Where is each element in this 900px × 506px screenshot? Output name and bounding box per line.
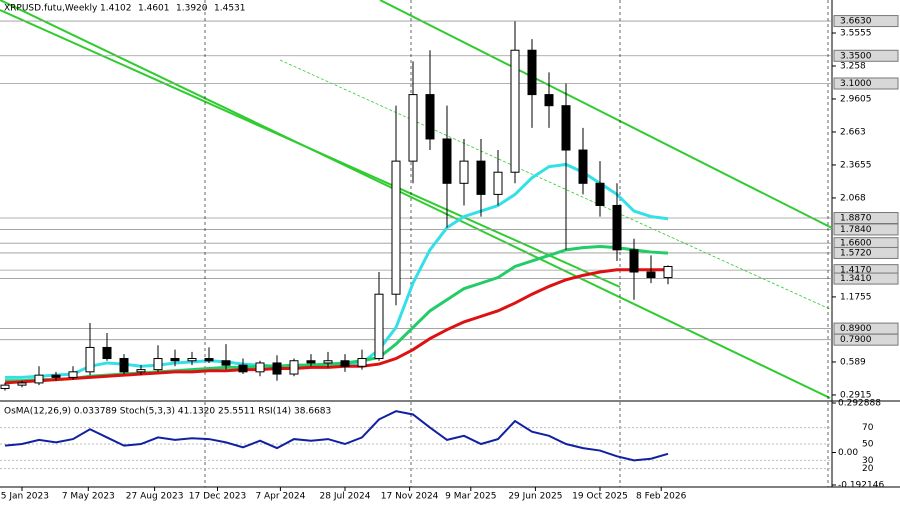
level-box (833, 223, 899, 236)
level-label: 1.7840 (840, 225, 872, 235)
candle-body (255, 362, 265, 373)
ohlc-value: 1.3920 (176, 4, 208, 14)
y-tick-label: 0.589 (840, 357, 866, 367)
level-label: 3.6630 (840, 17, 872, 27)
candle-body (476, 160, 486, 195)
osma-tick-label: 0.00 (838, 448, 858, 458)
level-label: 1.5720 (840, 248, 872, 258)
x-tick-label: 7 May 2023 (62, 492, 115, 502)
level-label: 1.3410 (840, 274, 872, 284)
level-label: 3.3500 (840, 51, 872, 61)
moving-average (4, 268, 668, 385)
candle-body (578, 149, 588, 184)
rsi-tick-label: 50 (862, 440, 874, 450)
candle-body (357, 358, 367, 367)
level-label: 1.8870 (840, 214, 872, 224)
x-tick-label: 28 Jul 2024 (320, 492, 371, 502)
level-box (833, 246, 899, 259)
level-label: 0.8900 (840, 324, 872, 334)
candle-body (391, 160, 401, 295)
y-tick-label: 0.2915 (840, 390, 872, 400)
ohlc-value: 1.4102 (100, 4, 132, 14)
y-tick-label: 2.663 (840, 127, 866, 137)
candle-body (595, 182, 605, 206)
candle-body (459, 160, 469, 184)
candle-body (425, 94, 435, 140)
candle-body (612, 204, 622, 251)
trend-channel (379, 0, 833, 229)
trend-line (279, 59, 833, 311)
candle-body (374, 293, 384, 360)
rsi-tick-label: 70 (862, 423, 874, 433)
level-box (833, 49, 899, 62)
y-tick-label: 3.258 (840, 61, 866, 71)
candle-body (408, 94, 418, 162)
y-tick-label: 3.5555 (840, 28, 872, 38)
candle-body (204, 358, 214, 362)
y-tick-label: 2.9605 (840, 94, 872, 104)
candle-body (527, 49, 537, 96)
level-label: 3.1000 (840, 79, 872, 89)
candle-body (306, 360, 316, 364)
y-tick-label: 2.3655 (840, 160, 872, 170)
ohlc-value: 1.4601 (138, 4, 170, 14)
osma-tick-label: 0.292888 (838, 399, 881, 409)
candle-body (442, 138, 452, 184)
indicator-label: OsMA(12,26,9) 0.033789 Stoch(5,3,3) 41.1… (4, 407, 331, 417)
x-tick-label: 7 Apr 2024 (255, 492, 305, 502)
candle-body (629, 249, 639, 273)
level-label: 0.7900 (840, 335, 872, 345)
candle-body (646, 271, 656, 279)
level-box (833, 15, 899, 28)
y-tick-label: 2.068 (840, 193, 866, 203)
x-tick-label: 25 Jan 2023 (0, 492, 49, 502)
x-tick-label: 17 Dec 2023 (189, 492, 247, 502)
candle-body (51, 374, 61, 378)
rsi-tick-label: 30 (862, 456, 874, 466)
level-box (833, 272, 899, 285)
candle-body (221, 360, 231, 366)
candle-body (238, 364, 248, 373)
candle-body (493, 171, 503, 195)
ohlc-value: 1.4531 (214, 4, 246, 14)
osma-tick-label: -0.192146 (838, 481, 884, 491)
y-tick-label: 1.1755 (840, 292, 872, 302)
x-tick-label: 17 Nov 2024 (381, 492, 439, 502)
candle-body (0, 384, 10, 389)
level-label: 1.6600 (840, 239, 872, 249)
candle-body (544, 94, 554, 107)
candle-body (187, 358, 197, 362)
candle-body (102, 346, 112, 360)
rsi-line (4, 410, 669, 462)
candle-body (170, 358, 180, 362)
candle-body (17, 382, 27, 386)
rsi-tick-label: 20 (862, 464, 874, 474)
x-tick-label: 9 Mar 2025 (445, 492, 496, 502)
x-tick-label: 27 Aug 2023 (126, 492, 184, 502)
candle-body (85, 346, 95, 373)
chart-title: XRPUSD.futu,Weekly (4, 4, 98, 14)
x-tick-label: 29 Jun 2025 (508, 492, 562, 502)
candle-body (510, 49, 520, 173)
candle-body (136, 369, 146, 373)
x-tick-label: 8 Feb 2026 (636, 492, 687, 502)
candle-body (34, 374, 44, 384)
candle-body (561, 105, 571, 151)
candle-body (663, 265, 673, 279)
candle-body (119, 358, 129, 373)
candle-body (340, 360, 350, 367)
candle-body (153, 358, 163, 371)
level-box (833, 77, 899, 90)
candle-body (68, 371, 78, 378)
candle-body (289, 360, 299, 375)
trend-channel (0, 0, 831, 399)
x-tick-label: 19 Oct 2025 (572, 492, 628, 502)
candle-body (272, 362, 282, 375)
candle-body (323, 360, 333, 364)
level-label: 1.4170 (840, 266, 872, 276)
level-box (833, 333, 899, 346)
